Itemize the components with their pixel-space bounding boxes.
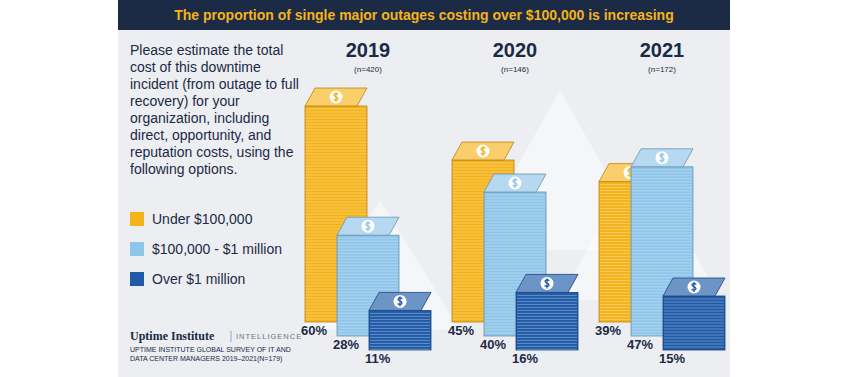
data-label: 11%: [365, 351, 391, 366]
legend-swatch: [130, 272, 144, 286]
legend-swatch: [130, 212, 144, 226]
background: [118, 0, 730, 377]
title: The proportion of single major outages c…: [174, 7, 673, 23]
stack-top: [516, 274, 578, 292]
stack-body: [516, 292, 578, 350]
stack-body: [369, 310, 431, 350]
category-label: 2019: [346, 39, 391, 61]
dollar-icon: [366, 221, 371, 231]
dollar-icon: [362, 220, 375, 233]
dollar-icon: [334, 92, 339, 102]
legend-label: $100,000 - $1 million: [152, 241, 282, 257]
data-label: 28%: [333, 337, 359, 352]
logo: Uptime Institute: [130, 329, 215, 343]
data-label: 39%: [595, 323, 621, 338]
dollar-icon: [513, 178, 518, 188]
dollar-icon: [545, 278, 550, 288]
data-label: 16%: [512, 351, 538, 366]
logo-tag: INTELLIGENCE: [236, 332, 302, 341]
sample-size: (n=172): [648, 65, 676, 74]
stack-stripes: [517, 295, 577, 349]
legend: Under $100,000 $100,000 - $1 million Over …: [130, 211, 282, 287]
dollar-icon: [481, 146, 486, 156]
stack-top: [369, 292, 431, 310]
logo-separator: [231, 331, 232, 342]
stack-top: [305, 88, 367, 106]
stack-body: [663, 296, 725, 350]
dollar-icon: [398, 296, 403, 306]
dollar-icon: [394, 295, 407, 308]
bill-stack: [516, 274, 578, 350]
marks: [305, 88, 725, 350]
dollar-icon: [688, 281, 701, 294]
labels: 2019 (n=420) 60% 28% 11% 2020 (n=146) 45% 40% 16%…: [301, 39, 685, 366]
stack-top: [337, 217, 399, 235]
source: UPTIME INSTITUTE GLOBAL SURVEY OF IT AND: [130, 346, 291, 353]
bill-stack: [663, 278, 725, 350]
dollar-icon: [660, 153, 665, 163]
stack-stripes: [370, 313, 430, 349]
legend-label: Over $1 million: [152, 271, 245, 287]
dollar-icon: [509, 177, 522, 190]
stack-top: [663, 278, 725, 296]
bill-stack: [369, 292, 431, 350]
dollar-icon: [330, 91, 343, 104]
dollar-icon: [541, 277, 554, 290]
data-label: 60%: [301, 323, 327, 338]
source: DATA CENTER MANAGERS 2019–2021(N=179): [130, 355, 282, 363]
dollar-icon: [477, 145, 490, 158]
category-label: 2021: [640, 39, 685, 61]
header: [118, 0, 730, 30]
subtitle: Please estimate the total cost of this d…: [130, 42, 302, 178]
data-label: 47%: [627, 337, 653, 352]
dollar-icon: [692, 282, 697, 292]
chart: The proportion of single major outages c…: [0, 0, 844, 377]
stack-stripes: [664, 299, 724, 347]
data-label: 40%: [480, 337, 506, 352]
legend-label: Under $100,000: [152, 211, 253, 227]
dollar-icon: [656, 151, 669, 164]
sample-size: (n=146): [501, 65, 529, 74]
data-label: 15%: [659, 351, 685, 366]
sample-size: (n=420): [354, 65, 382, 74]
stack-top: [631, 149, 693, 167]
legend-swatch: [130, 242, 144, 256]
stack-top: [484, 174, 546, 192]
stack-top: [452, 142, 514, 160]
category-label: 2020: [493, 39, 538, 61]
data-label: 45%: [448, 323, 474, 338]
